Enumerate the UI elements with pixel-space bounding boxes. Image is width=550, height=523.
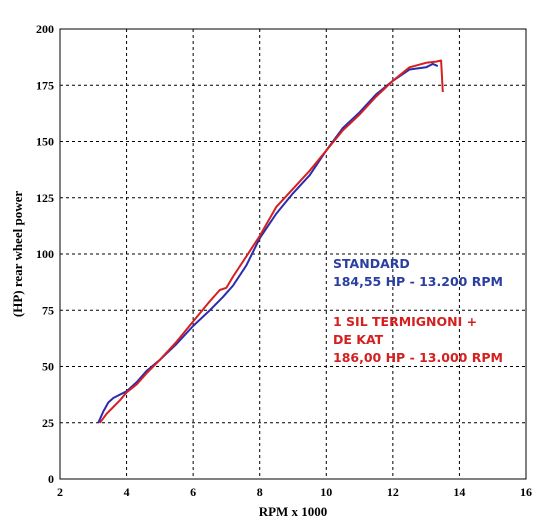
- x-tick-label: 10: [320, 485, 332, 499]
- x-tick-label: 8: [257, 485, 263, 499]
- x-tick-label: 14: [453, 485, 465, 499]
- x-tick-label: 4: [124, 485, 130, 499]
- annotation-line: DE KAT: [333, 332, 384, 347]
- x-tick-label: 16: [520, 485, 532, 499]
- x-axis-title: RPM x 1000: [259, 504, 328, 519]
- annotation-line: STANDARD: [333, 256, 410, 271]
- y-tick-label: 125: [36, 191, 54, 205]
- annotation-line: 186,00 HP - 13.000 RPM: [333, 350, 503, 365]
- annotation-line: 184,55 HP - 13.200 RPM: [333, 274, 503, 289]
- annotation-2: 1 SIL TERMIGNONI + DE KAT 186,00 HP - 13.0…: [333, 314, 503, 365]
- series-line-2: [99, 59, 444, 424]
- y-axis-title: (HP) rear wheel power: [10, 191, 25, 317]
- y-tick-label: 175: [36, 78, 54, 92]
- y-tick-label: 75: [42, 303, 54, 317]
- x-tick-label: 2: [57, 485, 63, 499]
- grid-lines: [60, 29, 526, 479]
- y-tick-label: 200: [36, 22, 54, 36]
- y-tick-label: 150: [36, 135, 54, 149]
- series-line-1: [97, 62, 439, 424]
- annotations: STANDARD 184,55 HP - 13.200 RPM 1 SIL TERM…: [333, 256, 503, 365]
- y-tick-label: 50: [42, 360, 54, 374]
- series-lines: [97, 59, 444, 424]
- y-tick-label: 0: [48, 472, 54, 486]
- y-tick-label: 25: [42, 416, 54, 430]
- annotation-1: STANDARD 184,55 HP - 13.200 RPM: [333, 256, 503, 289]
- plot-frame: [59, 28, 527, 480]
- annotation-line: 1 SIL TERMIGNONI +: [333, 314, 477, 329]
- y-tick-label: 100: [36, 247, 54, 261]
- y-tick-labels: 0 25 50 75 100 125 150 175 200: [36, 22, 54, 486]
- x-tick-labels: 2 4 6 8 10 12 14 16: [57, 485, 532, 499]
- x-tick-label: 6: [190, 485, 196, 499]
- x-tick-label: 12: [387, 485, 399, 499]
